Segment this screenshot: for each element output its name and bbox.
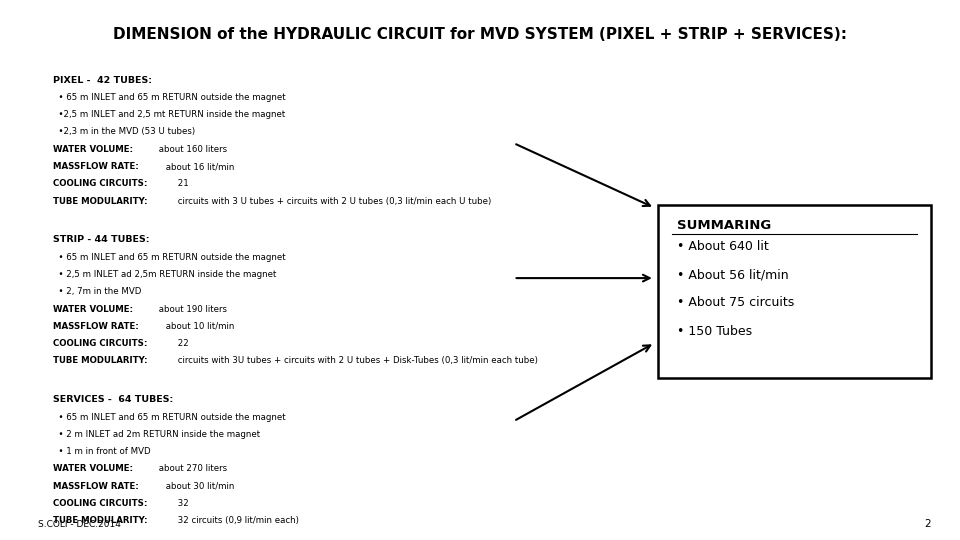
Text: 21: 21 (175, 179, 188, 188)
Text: about 16 lit/min: about 16 lit/min (163, 162, 235, 171)
Text: MASSFLOW RATE:: MASSFLOW RATE: (53, 482, 138, 491)
Text: about 190 liters: about 190 liters (156, 305, 227, 314)
Text: PIXEL -  42 TUBES:: PIXEL - 42 TUBES: (53, 76, 152, 85)
Text: • 1 m in front of MVD: • 1 m in front of MVD (53, 447, 151, 456)
Text: circuits with 3U tubes + circuits with 2 U tubes + Disk-Tubes (0,3 lit/min each : circuits with 3U tubes + circuits with 2… (175, 356, 538, 366)
Text: about 160 liters: about 160 liters (156, 145, 228, 154)
Text: • 150 Tubes: • 150 Tubes (677, 325, 752, 338)
Text: • About 75 circuits: • About 75 circuits (677, 296, 794, 309)
Text: WATER VOLUME:: WATER VOLUME: (53, 305, 132, 314)
Text: 32: 32 (175, 499, 188, 508)
Text: • 2, 7m in the MVD: • 2, 7m in the MVD (53, 287, 141, 296)
Text: • About 640 lit: • About 640 lit (677, 240, 769, 253)
Text: about 30 lit/min: about 30 lit/min (163, 482, 235, 491)
Text: about 10 lit/min: about 10 lit/min (163, 322, 235, 331)
Text: •2,3 m in the MVD (53 U tubes): •2,3 m in the MVD (53 U tubes) (53, 127, 195, 137)
Text: MASSFLOW RATE:: MASSFLOW RATE: (53, 322, 138, 331)
Text: STRIP - 44 TUBES:: STRIP - 44 TUBES: (53, 235, 150, 245)
Text: circuits with 3 U tubes + circuits with 2 U tubes (0,3 lit/min each U tube): circuits with 3 U tubes + circuits with … (175, 197, 491, 206)
Text: 2: 2 (924, 519, 931, 529)
Text: 22: 22 (175, 339, 188, 348)
Text: • 65 m INLET and 65 m RETURN outside the magnet: • 65 m INLET and 65 m RETURN outside the… (53, 253, 285, 262)
Text: TUBE MODULARITY:: TUBE MODULARITY: (53, 356, 147, 366)
Text: TUBE MODULARITY:: TUBE MODULARITY: (53, 516, 147, 525)
Text: TUBE MODULARITY:: TUBE MODULARITY: (53, 197, 147, 206)
Text: •2,5 m INLET and 2,5 mt RETURN inside the magnet: •2,5 m INLET and 2,5 mt RETURN inside th… (53, 110, 285, 119)
Text: • 2,5 m INLET ad 2,5m RETURN inside the magnet: • 2,5 m INLET ad 2,5m RETURN inside the … (53, 270, 276, 279)
Text: COOLING CIRCUITS:: COOLING CIRCUITS: (53, 179, 147, 188)
Text: SUMMARING: SUMMARING (677, 219, 771, 232)
Text: 32 circuits (0,9 lit/min each): 32 circuits (0,9 lit/min each) (175, 516, 299, 525)
Text: WATER VOLUME:: WATER VOLUME: (53, 464, 132, 474)
Text: COOLING CIRCUITS:: COOLING CIRCUITS: (53, 499, 147, 508)
Text: • 65 m INLET and 65 m RETURN outside the magnet: • 65 m INLET and 65 m RETURN outside the… (53, 413, 285, 422)
Text: • About 56 lit/min: • About 56 lit/min (677, 268, 788, 281)
Text: MASSFLOW RATE:: MASSFLOW RATE: (53, 162, 138, 171)
Text: S.COLI - DEC.2014: S.COLI - DEC.2014 (38, 520, 121, 529)
Text: about 270 liters: about 270 liters (156, 464, 228, 474)
Text: WATER VOLUME:: WATER VOLUME: (53, 145, 132, 154)
Text: SERVICES -  64 TUBES:: SERVICES - 64 TUBES: (53, 395, 173, 404)
Text: • 2 m INLET ad 2m RETURN inside the magnet: • 2 m INLET ad 2m RETURN inside the magn… (53, 430, 260, 439)
Text: COOLING CIRCUITS:: COOLING CIRCUITS: (53, 339, 147, 348)
Text: • 65 m INLET and 65 m RETURN outside the magnet: • 65 m INLET and 65 m RETURN outside the… (53, 93, 285, 102)
Text: DIMENSION of the HYDRAULIC CIRCUIT for MVD SYSTEM (PIXEL + STRIP + SERVICES):: DIMENSION of the HYDRAULIC CIRCUIT for M… (113, 27, 847, 42)
FancyBboxPatch shape (658, 205, 931, 378)
